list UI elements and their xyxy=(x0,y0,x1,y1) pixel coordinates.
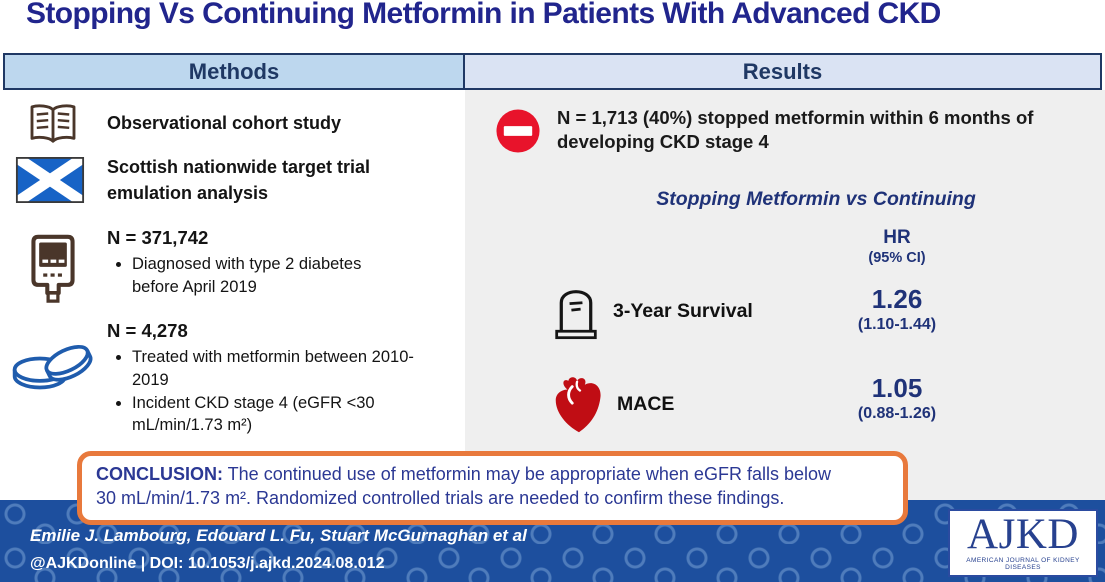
conclusion-box: CONCLUSION: The continued use of metform… xyxy=(77,451,908,525)
results-panel xyxy=(465,90,1105,500)
scotland-flag-icon xyxy=(15,157,85,208)
hr-value-survival: 1.26 xyxy=(871,284,923,314)
ci-value-mace: (0.88-1.26) xyxy=(857,405,937,422)
tombstone-icon xyxy=(553,280,599,347)
ajkd-logo-acronym: AJKD xyxy=(967,511,1079,558)
authors-line: Emilie J. Lambourg, Edouard L. Fu, Stuar… xyxy=(30,526,527,545)
doi-line: @AJKDonline | DOI: 10.1053/j.ajkd.2024.0… xyxy=(30,555,385,572)
bullet-diagnosed: Diagnosed with type 2 diabetes before Ap… xyxy=(132,253,412,299)
page-title: Stopping Vs Continuing Metformin in Pati… xyxy=(26,0,941,30)
no-entry-icon xyxy=(495,108,541,159)
conclusion-text: The continued use of metformin may be ap… xyxy=(96,464,831,508)
ajkd-logo-tagline: AMERICAN JOURNAL OF KIDNEY DISEASES xyxy=(966,557,1080,571)
glucose-meter-icon xyxy=(31,234,75,313)
methods-item-cohort: Observational cohort study xyxy=(107,113,342,133)
results-stopped-note: N = 1,713 (40%) stopped metformin within… xyxy=(557,107,1034,153)
outcome-label-survival: 3-Year Survival xyxy=(613,300,753,322)
methods-n-subset-bullets: Treated with metformin between 2010-2019… xyxy=(112,346,437,437)
methods-header-label: Methods xyxy=(188,58,280,84)
heart-icon xyxy=(548,376,610,443)
methods-column-header: Methods xyxy=(3,53,465,90)
ci-value-survival: (1.10-1.44) xyxy=(857,316,937,333)
comparison-title: Stopping Metformin vs Continuing xyxy=(656,188,976,210)
methods-n-total: N = 371,742 xyxy=(107,227,209,248)
results-column-header: Results xyxy=(463,53,1102,90)
bullet-incident-ckd: Incident CKD stage 4 (eGFR <30 mL/min/1.… xyxy=(132,392,437,438)
hr-value-mace: 1.05 xyxy=(871,373,923,403)
open-book-icon xyxy=(27,103,79,150)
pills-icon xyxy=(10,336,96,399)
methods-item-scottish: Scottish nationwide target trial emulati… xyxy=(107,157,371,203)
methods-n-subset: N = 4,278 xyxy=(107,320,188,341)
bullet-treated: Treated with metformin between 2010-2019 xyxy=(132,346,437,392)
conclusion-label: CONCLUSION: xyxy=(96,464,223,484)
results-header-label: Results xyxy=(742,58,823,84)
methods-n-total-bullets: Diagnosed with type 2 diabetes before Ap… xyxy=(112,253,412,299)
hr-ci-subheader: (95% CI) xyxy=(868,250,926,266)
hr-column-header: HR xyxy=(883,227,911,248)
ajkd-logo: AJKD AMERICAN JOURNAL OF KIDNEY DISEASES xyxy=(948,509,1098,577)
outcome-label-mace: MACE xyxy=(617,393,675,415)
